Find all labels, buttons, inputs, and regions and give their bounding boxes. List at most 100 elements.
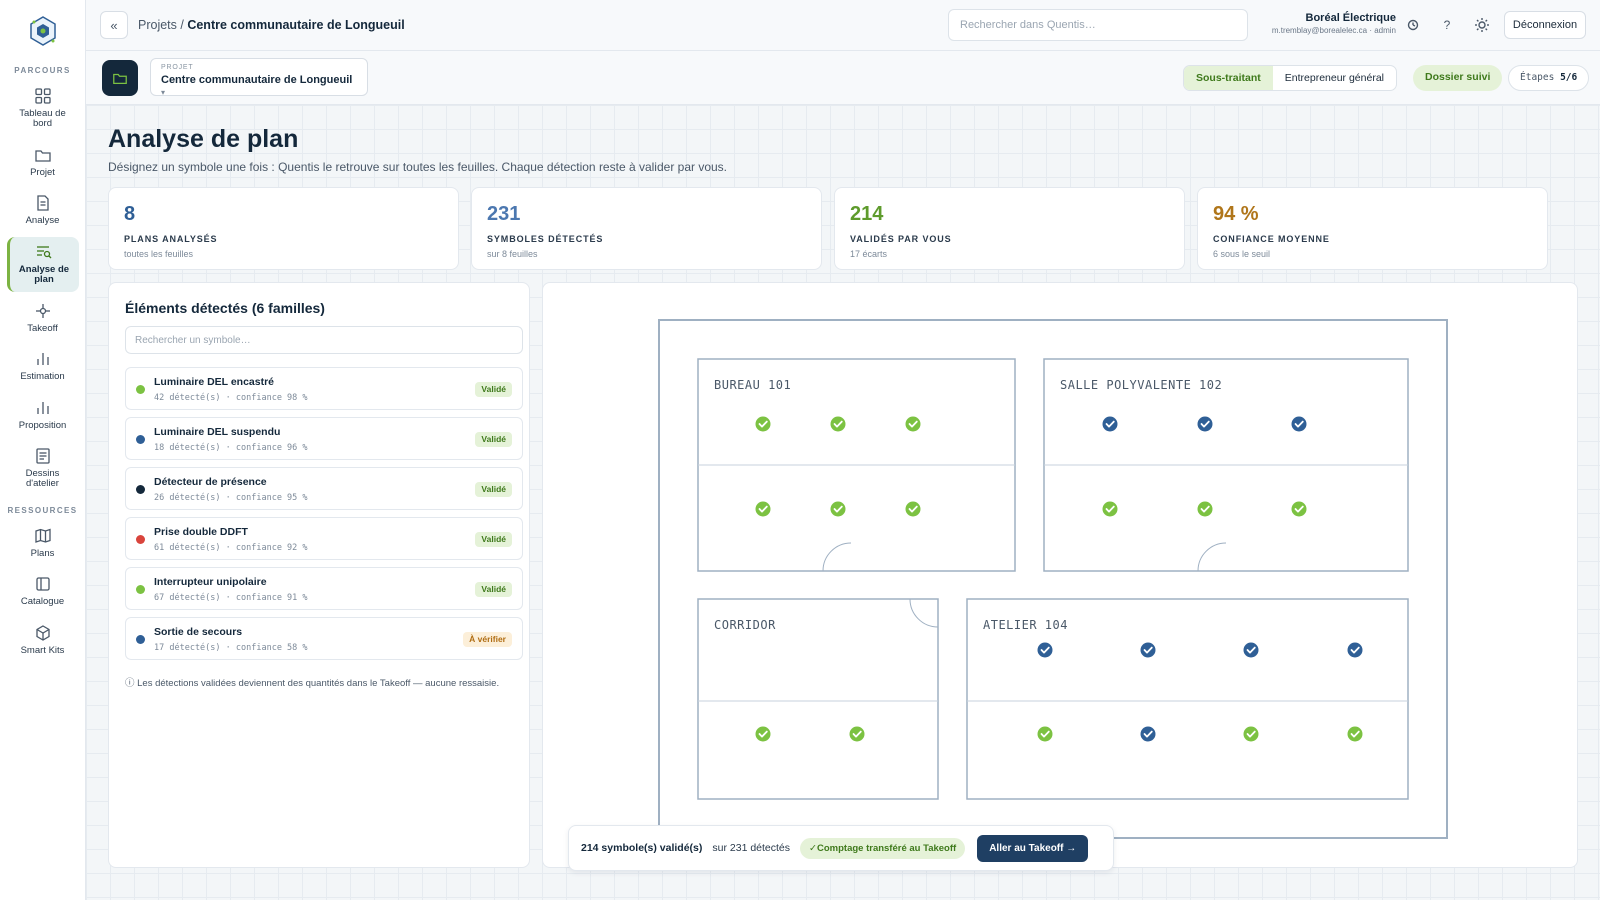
sidebar-item-catalogue[interactable]: Catalogue — [7, 569, 79, 613]
list-item[interactable]: Luminaire DEL encastré 42 détecté(s) · c… — [125, 367, 523, 410]
sidebar-item-label: Plans — [30, 547, 55, 559]
detection-check-icon[interactable] — [1140, 726, 1156, 742]
sidebar-item-estimation[interactable]: Estimation — [7, 344, 79, 388]
detection-check-icon[interactable] — [1197, 501, 1213, 517]
family-name: Luminaire DEL suspendu — [154, 426, 281, 438]
detection-check-icon[interactable] — [755, 726, 771, 742]
kpi-label: VALIDÉS PAR VOUS — [850, 234, 952, 244]
sidebar-item-takeoff[interactable]: Takeoff — [7, 296, 79, 340]
go-to-takeoff-button[interactable]: Aller au Takeoff → — [977, 834, 1089, 862]
global-search-input[interactable]: Rechercher dans Quentis… — [948, 9, 1248, 41]
takeoff-info-note: ⓘ Les détections validées deviennent des… — [125, 678, 500, 689]
kpi-label: CONFIANCE MOYENNE — [1213, 234, 1330, 244]
role-sous-traitant[interactable]: Sous-traitant — [1184, 66, 1273, 90]
detection-check-icon[interactable] — [830, 501, 846, 517]
family-meta: 67 détecté(s) · confiance 91 % — [154, 593, 308, 603]
dossier-suivi-badge[interactable]: Dossier suivi — [1413, 65, 1503, 91]
detected-count: sur 231 détectés — [712, 842, 791, 854]
sidebar-item-label: Tableau de bord — [19, 108, 66, 130]
sidebar-item-dessins-atelier[interactable]: Dessins d'atelier — [7, 441, 79, 496]
detection-check-icon[interactable] — [755, 416, 771, 432]
project-select[interactable]: PROJET Centre communautaire de Longueuil… — [150, 58, 368, 98]
detection-check-icon[interactable] — [1102, 501, 1118, 517]
detection-check-icon[interactable] — [1243, 642, 1259, 658]
project-bar: PROJET Centre communautaire de Longueuil… — [86, 51, 1600, 105]
room-label-salle: SALLE POLYVALENTE 102 — [1060, 378, 1222, 392]
cube-icon — [35, 624, 50, 641]
kpi-card-valides: 214 VALIDÉS PAR VOUS 17 écarts — [834, 187, 1185, 270]
project-folder-icon — [102, 60, 138, 96]
detection-check-icon[interactable] — [1243, 726, 1259, 742]
steps-label: Étapes — [1520, 72, 1555, 83]
family-color-dot — [136, 585, 145, 594]
company-name: Boréal Électrique — [1305, 12, 1396, 24]
family-meta: 17 détecté(s) · confiance 58 % — [154, 643, 308, 653]
detection-check-icon[interactable] — [905, 416, 921, 432]
role-entrepreneur-general[interactable]: Entrepreneur général — [1284, 72, 1384, 84]
detection-check-icon[interactable] — [1102, 416, 1118, 432]
logout-button[interactable]: Déconnexion — [1504, 11, 1586, 39]
detection-check-icon[interactable] — [1037, 642, 1053, 658]
kpi-subtext: 17 écarts — [850, 249, 888, 259]
user-info[interactable]: Boréal Électrique m.tremblay@borealelec.… — [1256, 12, 1396, 35]
detection-check-icon[interactable] — [1347, 726, 1363, 742]
sidebar-item-analyse[interactable]: Analyse — [7, 188, 79, 232]
breadcrumb: Projets / Centre communautaire de Longue… — [138, 18, 405, 32]
nav-section-ressources: RESSOURCES — [7, 505, 78, 515]
detection-check-icon[interactable] — [905, 501, 921, 517]
detected-elements-title: Éléments détectés (6 familles) — [125, 300, 325, 316]
sidebar-item-label: Takeoff — [27, 322, 58, 334]
building-outline — [658, 319, 1448, 839]
collapse-sidebar-button[interactable]: « — [100, 11, 128, 39]
sidebar-item-tableau-de-bord[interactable]: Tableau de bord — [7, 81, 79, 136]
history-icon[interactable] — [1404, 16, 1422, 34]
crosshair-icon — [35, 303, 50, 318]
project-select-value: Centre communautaire de Longueuil ▾ — [161, 74, 357, 98]
kpi-label: PLANS ANALYSÉS — [124, 234, 218, 244]
room-label-bureau: BUREAU 101 — [714, 378, 791, 392]
sidebar-item-plans[interactable]: Plans — [7, 521, 79, 565]
kpi-value: 8 — [124, 203, 136, 225]
door-swing — [909, 598, 939, 628]
sidebar-item-projet[interactable]: Projet — [7, 140, 79, 184]
room-label-corridor: CORRIDOR — [714, 618, 776, 632]
detection-check-icon[interactable] — [1291, 501, 1307, 517]
list-item[interactable]: Sortie de secours 17 détecté(s) · confia… — [125, 617, 523, 660]
detection-check-icon[interactable] — [1140, 642, 1156, 658]
project-name: Centre communautaire de Longueuil — [161, 74, 353, 86]
detection-check-icon[interactable] — [1347, 642, 1363, 658]
sidebar-item-label: Analyse — [25, 215, 60, 227]
plan-search-icon — [37, 246, 52, 259]
list-item[interactable]: Prise double DDFT 61 détecté(s) · confia… — [125, 517, 523, 560]
kpi-card-symboles: 231 SYMBOLES DÉTECTÉS sur 8 feuilles — [471, 187, 822, 270]
status-badge: Validé — [475, 582, 512, 597]
sun-icon[interactable] — [1473, 16, 1491, 34]
detection-check-icon[interactable] — [849, 726, 865, 742]
app-logo[interactable] — [26, 14, 60, 48]
status-badge: Validé — [475, 532, 512, 547]
family-color-dot — [136, 435, 145, 444]
help-icon[interactable]: ? — [1443, 18, 1451, 32]
detection-check-icon[interactable] — [1037, 726, 1053, 742]
list-item[interactable]: Interrupteur unipolaire 67 détecté(s) · … — [125, 567, 523, 610]
family-meta: 42 détecté(s) · confiance 98 % — [154, 393, 308, 403]
family-name: Sortie de secours — [154, 626, 243, 638]
breadcrumb-root[interactable]: Projets — [138, 18, 177, 32]
detection-check-icon[interactable] — [1197, 416, 1213, 432]
detection-check-icon[interactable] — [755, 501, 771, 517]
list-item[interactable]: Détecteur de présence 26 détecté(s) · co… — [125, 467, 523, 510]
grid-icon — [34, 88, 51, 104]
sidebar-item-analyse-de-plan[interactable]: Analyse de plan — [6, 236, 79, 292]
detection-check-icon[interactable] — [1291, 416, 1307, 432]
top-bar: « Projets / Centre communautaire de Long… — [86, 0, 1600, 51]
kpi-value: 94 % — [1213, 203, 1259, 225]
list-item[interactable]: Luminaire DEL suspendu 18 détecté(s) · c… — [125, 417, 523, 460]
plan-viewer[interactable]: BUREAU 101 SALLE POLYVALENTE 102 CORRIDO… — [542, 282, 1578, 868]
symbol-search-input[interactable]: Rechercher un symbole… — [125, 326, 523, 354]
breadcrumb-separator: / — [176, 18, 188, 32]
sidebar-item-smart-kits[interactable]: Smart Kits — [7, 618, 79, 662]
door-swing — [1197, 542, 1227, 572]
sidebar-item-proposition[interactable]: Proposition — [7, 393, 79, 437]
family-meta: 61 détecté(s) · confiance 92 % — [154, 543, 308, 553]
detection-check-icon[interactable] — [830, 416, 846, 432]
